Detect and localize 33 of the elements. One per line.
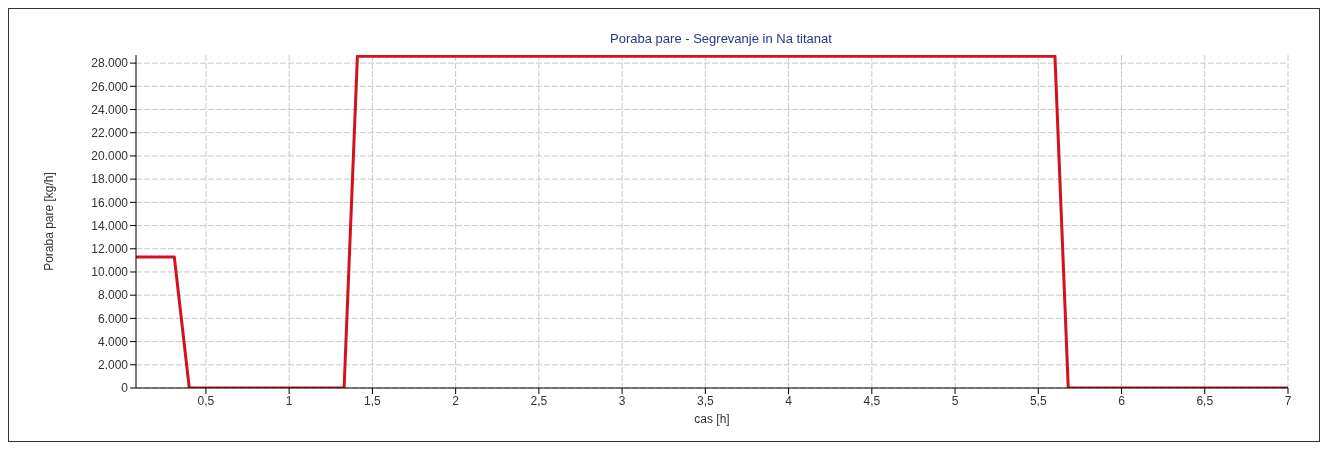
y-tick-label: 6.000 — [97, 311, 129, 326]
y-tick-label: 0 — [121, 381, 129, 396]
x-tick-label: 2,5 — [530, 393, 548, 408]
x-tick-label: 1 — [285, 393, 293, 408]
x-axis-title: cas [h] — [694, 412, 730, 426]
x-tick-label: 5,5 — [1029, 393, 1047, 408]
x-tick-label: 5 — [951, 393, 959, 408]
x-tick-label: 6,5 — [1196, 393, 1214, 408]
y-tick-label: 24.000 — [91, 102, 129, 117]
x-tick-label: 0,5 — [197, 393, 215, 408]
x-tick-label: 6 — [1118, 393, 1126, 408]
y-tick-label: 28.000 — [91, 56, 129, 71]
y-tick-label: 22.000 — [91, 126, 129, 140]
y-axis-title: Poraba pare [kg/h] — [42, 172, 57, 271]
y-tick-label: 4.000 — [97, 334, 129, 349]
x-tick-label: 3 — [618, 393, 626, 408]
x-tick-label: 1,5 — [364, 393, 382, 408]
outer-frame: Poraba pare - Segrevanje in Na titanat 0,5 1 1,5 2 2,5 3 3,5 4 4,5 5 5,5 6 6,5 7 cas [h] 0 2.000 4.000 6.000 8.000 10.000 12.000 14.000 16.000 18.000 20.000 22.000 24.000 26.000 28.000 Poraba pare [kg/h] — [8, 8, 1320, 442]
x-tick-label: 7 — [1284, 393, 1292, 408]
y-tick-label: 26.000 — [91, 79, 129, 94]
x-tick-label: 2 — [452, 393, 460, 408]
y-tick-label: 2.000 — [97, 358, 129, 373]
x-tick-label: 3,5 — [697, 393, 715, 408]
x-tick-label: 4 — [785, 393, 793, 408]
y-tick-label: 16.000 — [91, 195, 129, 210]
y-tick-label: 14.000 — [91, 218, 129, 233]
chart-title: Poraba pare - Segrevanje in Na titanat — [609, 31, 833, 46]
y-tick-label: 8.000 — [97, 288, 129, 303]
y-tick-label: 10.000 — [91, 265, 129, 280]
y-tick-label: 20.000 — [91, 149, 129, 164]
y-tick-label: 12.000 — [91, 242, 129, 257]
x-tick-label: 4,5 — [863, 393, 881, 408]
y-tick-label: 18.000 — [91, 172, 129, 187]
